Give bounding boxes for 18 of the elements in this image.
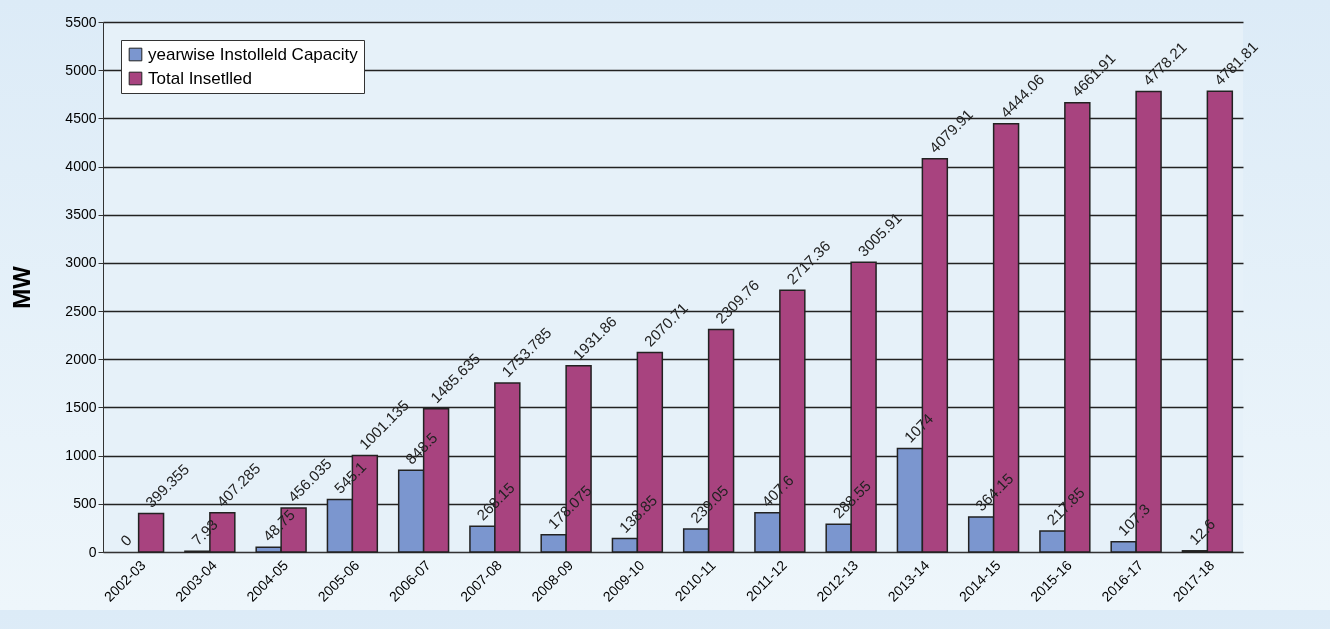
y-tick-label: 4000	[65, 158, 97, 175]
y-axis-title: MW	[8, 265, 36, 309]
y-tick-label: 0	[88, 543, 97, 560]
y-tick-label: 2500	[65, 302, 97, 319]
y-tick-label: 1500	[65, 398, 97, 415]
y-tick-label: 500	[73, 495, 97, 512]
data-label: 0	[116, 531, 135, 550]
y-tick-label: 5000	[65, 61, 97, 78]
y-tick-label: 3500	[65, 206, 97, 223]
y-tick-label: 1000	[65, 447, 97, 464]
data-label: 7.93	[188, 515, 221, 549]
legend-label: yearwise Instolleld Capacity	[148, 44, 359, 64]
y-tick-label: 3000	[65, 254, 97, 271]
legend-label: Total Insetlled	[148, 68, 252, 88]
y-tick-label: 4500	[65, 109, 97, 126]
y-tick-label: 5500	[65, 13, 97, 30]
bar	[137, 512, 165, 553]
y-tick-label: 2000	[65, 350, 97, 367]
